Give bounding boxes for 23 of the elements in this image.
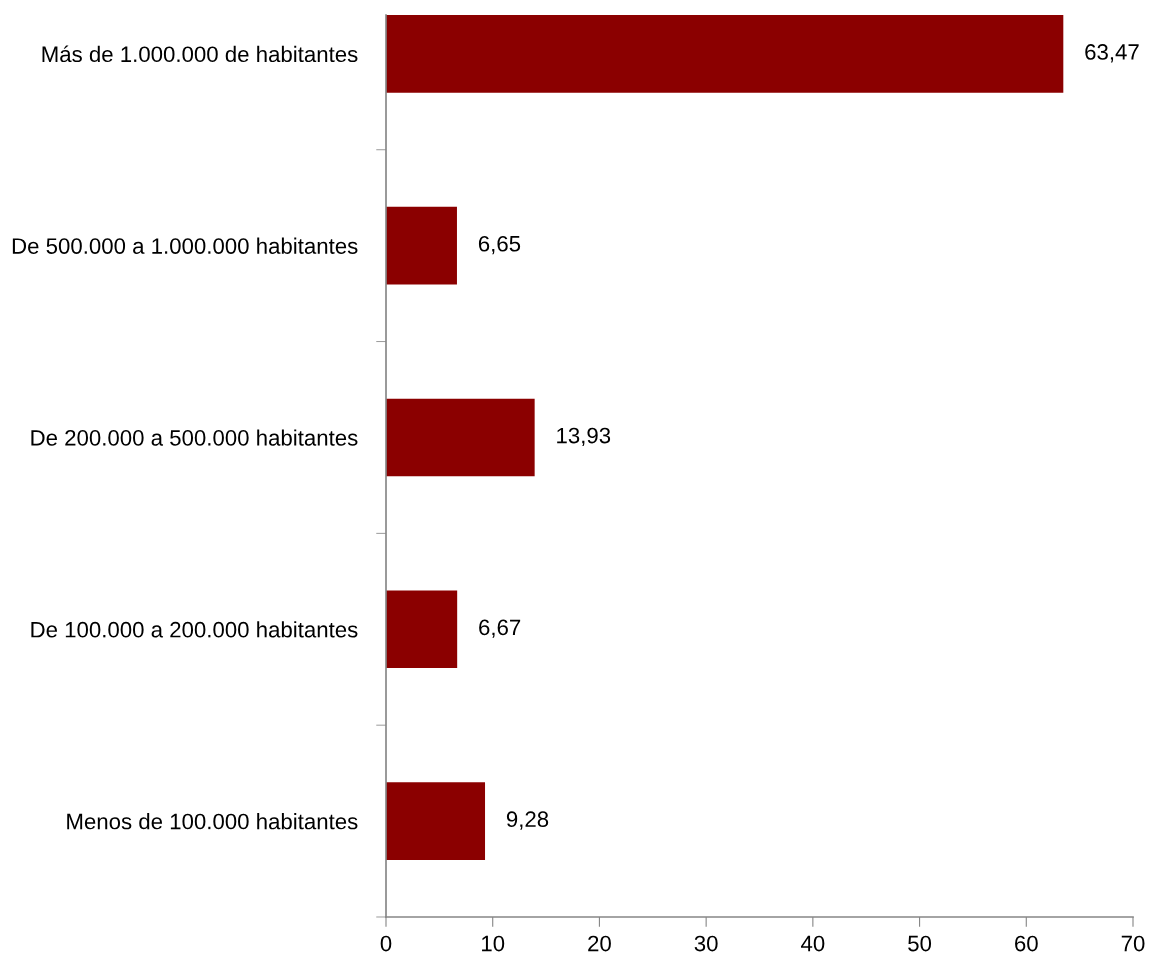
x-tick-label: 20 xyxy=(588,935,611,952)
bar xyxy=(386,206,457,285)
data-label: 13,93 xyxy=(557,427,611,447)
y-tick-label: Menos de 100.000 habitantes xyxy=(67,813,358,830)
x-tick-label: 70 xyxy=(1121,935,1145,952)
data-label: 6,65 xyxy=(478,235,521,255)
y-tick-label: De 500.000 a 1.000.000 habitantes xyxy=(12,237,358,254)
data-label: 9,28 xyxy=(506,811,549,830)
bar xyxy=(386,782,486,860)
x-tick-label: 50 xyxy=(908,935,932,952)
x-tick-label: 60 xyxy=(1015,935,1038,952)
x-tick-label: 0 xyxy=(380,935,392,952)
x-tick-label: 10 xyxy=(482,935,505,952)
x-tick-label: 30 xyxy=(694,935,718,952)
data-label: 63,47 xyxy=(1085,44,1139,63)
bar xyxy=(386,398,535,477)
data-label: 6,67 xyxy=(479,619,521,638)
y-tick-label: De 100.000 a 200.000 habitantes xyxy=(31,621,358,638)
y-tick-label: De 200.000 a 500.000 habitantes xyxy=(31,429,358,446)
bar xyxy=(386,590,458,669)
bar xyxy=(386,15,1064,93)
y-tick-label: Más de 1.000.000 de habitantes xyxy=(42,45,358,63)
x-tick-label: 40 xyxy=(801,935,825,952)
